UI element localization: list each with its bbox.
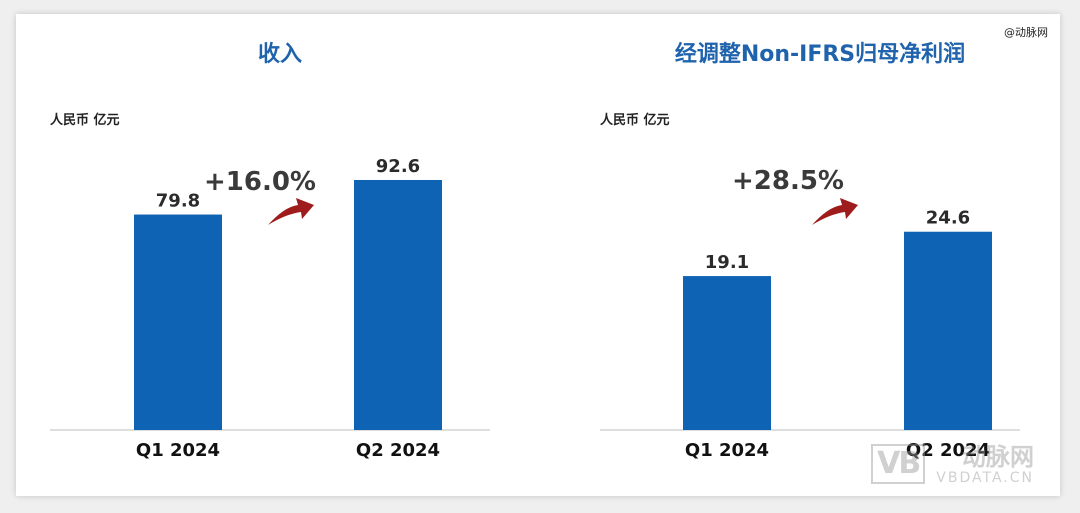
growth-label: +16.0% xyxy=(204,167,316,197)
data-label: 79.8 xyxy=(156,191,200,212)
x-tick-label: Q2 2024 xyxy=(356,440,440,461)
profit-chart-panel: 经调整Non-IFRS归母净利润 人民币 亿元 19.1 Q1 2024 24.6 Q… xyxy=(600,14,1040,496)
unit-label: 人民币 亿元 xyxy=(600,113,670,128)
chart-title: 经调整Non-IFRS归母净利润 xyxy=(674,42,966,67)
bar-q2-2024 xyxy=(354,179,442,430)
growth-label: +28.5% xyxy=(732,166,844,196)
watermark: VB 动脉网 VBDATA.CN xyxy=(871,444,1034,486)
bar-q1-2024 xyxy=(683,276,771,430)
watermark-logo: VB xyxy=(871,444,926,484)
data-label: 19.1 xyxy=(705,252,749,273)
revenue-chart-panel: 收入 人民币 亿元 79.8 Q1 2024 92.6 Q2 2024 +16.0% xyxy=(50,14,510,496)
profit-bar-chart: 19.1 Q1 2024 24.6 Q2 2024 +28.5% xyxy=(600,166,1020,461)
chart-title: 收入 xyxy=(257,42,302,67)
data-label: 24.6 xyxy=(926,208,970,229)
x-tick-label: Q1 2024 xyxy=(136,440,220,461)
growth-arrow-icon xyxy=(812,198,858,225)
watermark-en: VBDATA.CN xyxy=(936,470,1034,486)
revenue-bar-chart: 79.8 Q1 2024 92.6 Q2 2024 +16.0% xyxy=(50,156,490,461)
bar-q2-2024 xyxy=(904,231,992,430)
x-tick-label: Q1 2024 xyxy=(685,440,769,461)
data-label: 92.6 xyxy=(376,156,420,177)
unit-label: 人民币 亿元 xyxy=(50,113,120,128)
source-mark: @动脉网 xyxy=(1004,26,1048,39)
chart-card: @动脉网 收入 人民币 亿元 79.8 Q1 2024 92.6 Q2 2024 +16… xyxy=(16,14,1060,496)
bar-q1-2024 xyxy=(134,214,222,430)
watermark-cn: 动脉网 xyxy=(962,443,1034,471)
growth-arrow-icon xyxy=(268,198,314,225)
x-tick-label: Q2 2024 xyxy=(906,440,990,461)
